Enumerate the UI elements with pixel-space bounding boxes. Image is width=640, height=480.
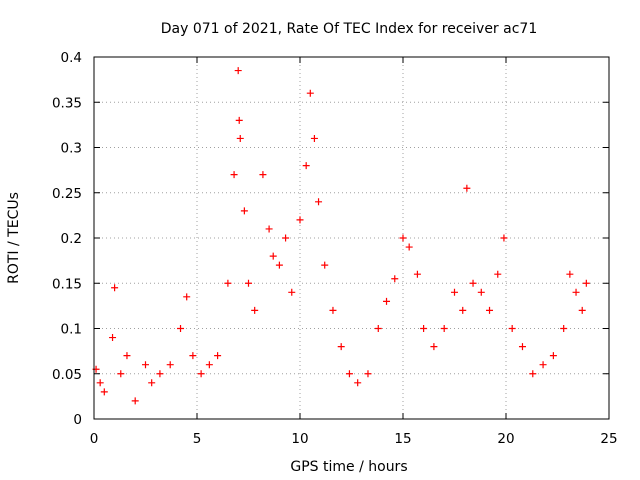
x-tick-label: 5 bbox=[193, 431, 202, 447]
y-tick-label: 0.05 bbox=[52, 367, 82, 383]
data-point bbox=[251, 306, 259, 314]
data-point bbox=[224, 279, 232, 287]
data-point bbox=[539, 361, 547, 369]
data-point bbox=[391, 275, 399, 283]
data-point bbox=[405, 243, 413, 251]
y-tick-label: 0.35 bbox=[52, 95, 82, 111]
data-point bbox=[205, 361, 213, 369]
data-point bbox=[131, 397, 139, 405]
data-point bbox=[189, 352, 197, 360]
data-point bbox=[142, 361, 149, 369]
data-point bbox=[117, 370, 125, 378]
data-point bbox=[430, 343, 438, 351]
y-axis-ticks: 0 0.05 0.1 0.15 0.2 0.25 0.3 0.35 0.4 bbox=[52, 50, 609, 428]
data-point bbox=[111, 284, 119, 292]
data-point bbox=[477, 288, 485, 296]
data-point bbox=[364, 370, 372, 378]
y-tick-label: 0 bbox=[73, 412, 82, 428]
x-tick-label: 0 bbox=[90, 431, 99, 447]
data-point bbox=[399, 234, 407, 242]
data-point bbox=[354, 379, 362, 387]
x-tick-label: 20 bbox=[497, 431, 514, 447]
data-point bbox=[374, 325, 382, 332]
data-point bbox=[275, 261, 283, 269]
data-point bbox=[486, 306, 494, 314]
data-point bbox=[413, 270, 421, 278]
data-point bbox=[578, 306, 586, 314]
data-point bbox=[345, 370, 353, 378]
data-point bbox=[440, 325, 448, 332]
x-tick-label: 25 bbox=[600, 431, 617, 447]
data-point bbox=[566, 270, 574, 278]
data-point bbox=[282, 234, 290, 242]
data-point bbox=[269, 252, 277, 260]
data-point bbox=[310, 134, 318, 142]
data-point bbox=[100, 388, 108, 396]
y-tick-label: 0.2 bbox=[61, 231, 82, 247]
data-point bbox=[234, 67, 242, 75]
data-point bbox=[214, 352, 222, 360]
data-point bbox=[148, 379, 156, 387]
y-tick-label: 0.4 bbox=[61, 50, 82, 66]
y-tick-label: 0.1 bbox=[61, 322, 82, 338]
data-point bbox=[288, 288, 296, 296]
data-point bbox=[315, 198, 323, 206]
x-axis-label: GPS time / hours bbox=[290, 459, 407, 475]
y-axis-label: ROTI / TECUs bbox=[6, 192, 22, 284]
data-point bbox=[177, 325, 185, 332]
data-point bbox=[337, 343, 345, 351]
data-point bbox=[518, 343, 526, 351]
x-tick-label: 15 bbox=[394, 431, 411, 447]
data-point bbox=[500, 234, 508, 242]
data-point bbox=[560, 325, 568, 332]
data-point bbox=[529, 370, 537, 378]
y-tick-label: 0.15 bbox=[52, 276, 82, 292]
x-axis-ticks: 0 5 10 15 20 25 bbox=[90, 57, 618, 447]
data-point bbox=[459, 306, 467, 314]
data-point bbox=[235, 116, 243, 124]
data-point bbox=[236, 134, 244, 142]
data-point bbox=[96, 379, 104, 387]
data-point bbox=[451, 288, 458, 296]
data-point bbox=[469, 279, 477, 287]
data-point bbox=[109, 334, 117, 342]
data-point bbox=[329, 306, 337, 314]
data-point bbox=[463, 184, 471, 192]
data-point bbox=[383, 297, 391, 305]
data-point bbox=[230, 171, 238, 179]
y-tick-label: 0.25 bbox=[52, 186, 82, 202]
x-tick-label: 10 bbox=[291, 431, 308, 447]
data-point bbox=[572, 288, 580, 296]
data-point bbox=[321, 261, 329, 269]
data-point bbox=[265, 225, 273, 233]
scatter-points bbox=[92, 67, 590, 405]
data-point bbox=[156, 370, 164, 378]
data-point bbox=[302, 162, 310, 170]
data-point bbox=[197, 370, 205, 378]
data-point bbox=[420, 325, 428, 332]
data-point bbox=[296, 216, 304, 224]
data-point bbox=[494, 270, 502, 278]
data-point bbox=[259, 171, 267, 179]
data-point bbox=[123, 352, 131, 360]
data-point bbox=[183, 293, 191, 301]
y-tick-label: 0.3 bbox=[61, 141, 82, 157]
data-point bbox=[508, 325, 516, 332]
data-point bbox=[240, 207, 248, 215]
data-point bbox=[166, 361, 174, 369]
data-point bbox=[245, 279, 252, 287]
chart-title: Day 071 of 2021, Rate Of TEC Index for r… bbox=[161, 21, 537, 37]
data-point bbox=[582, 279, 590, 287]
data-point bbox=[549, 352, 557, 360]
data-point bbox=[306, 89, 314, 97]
